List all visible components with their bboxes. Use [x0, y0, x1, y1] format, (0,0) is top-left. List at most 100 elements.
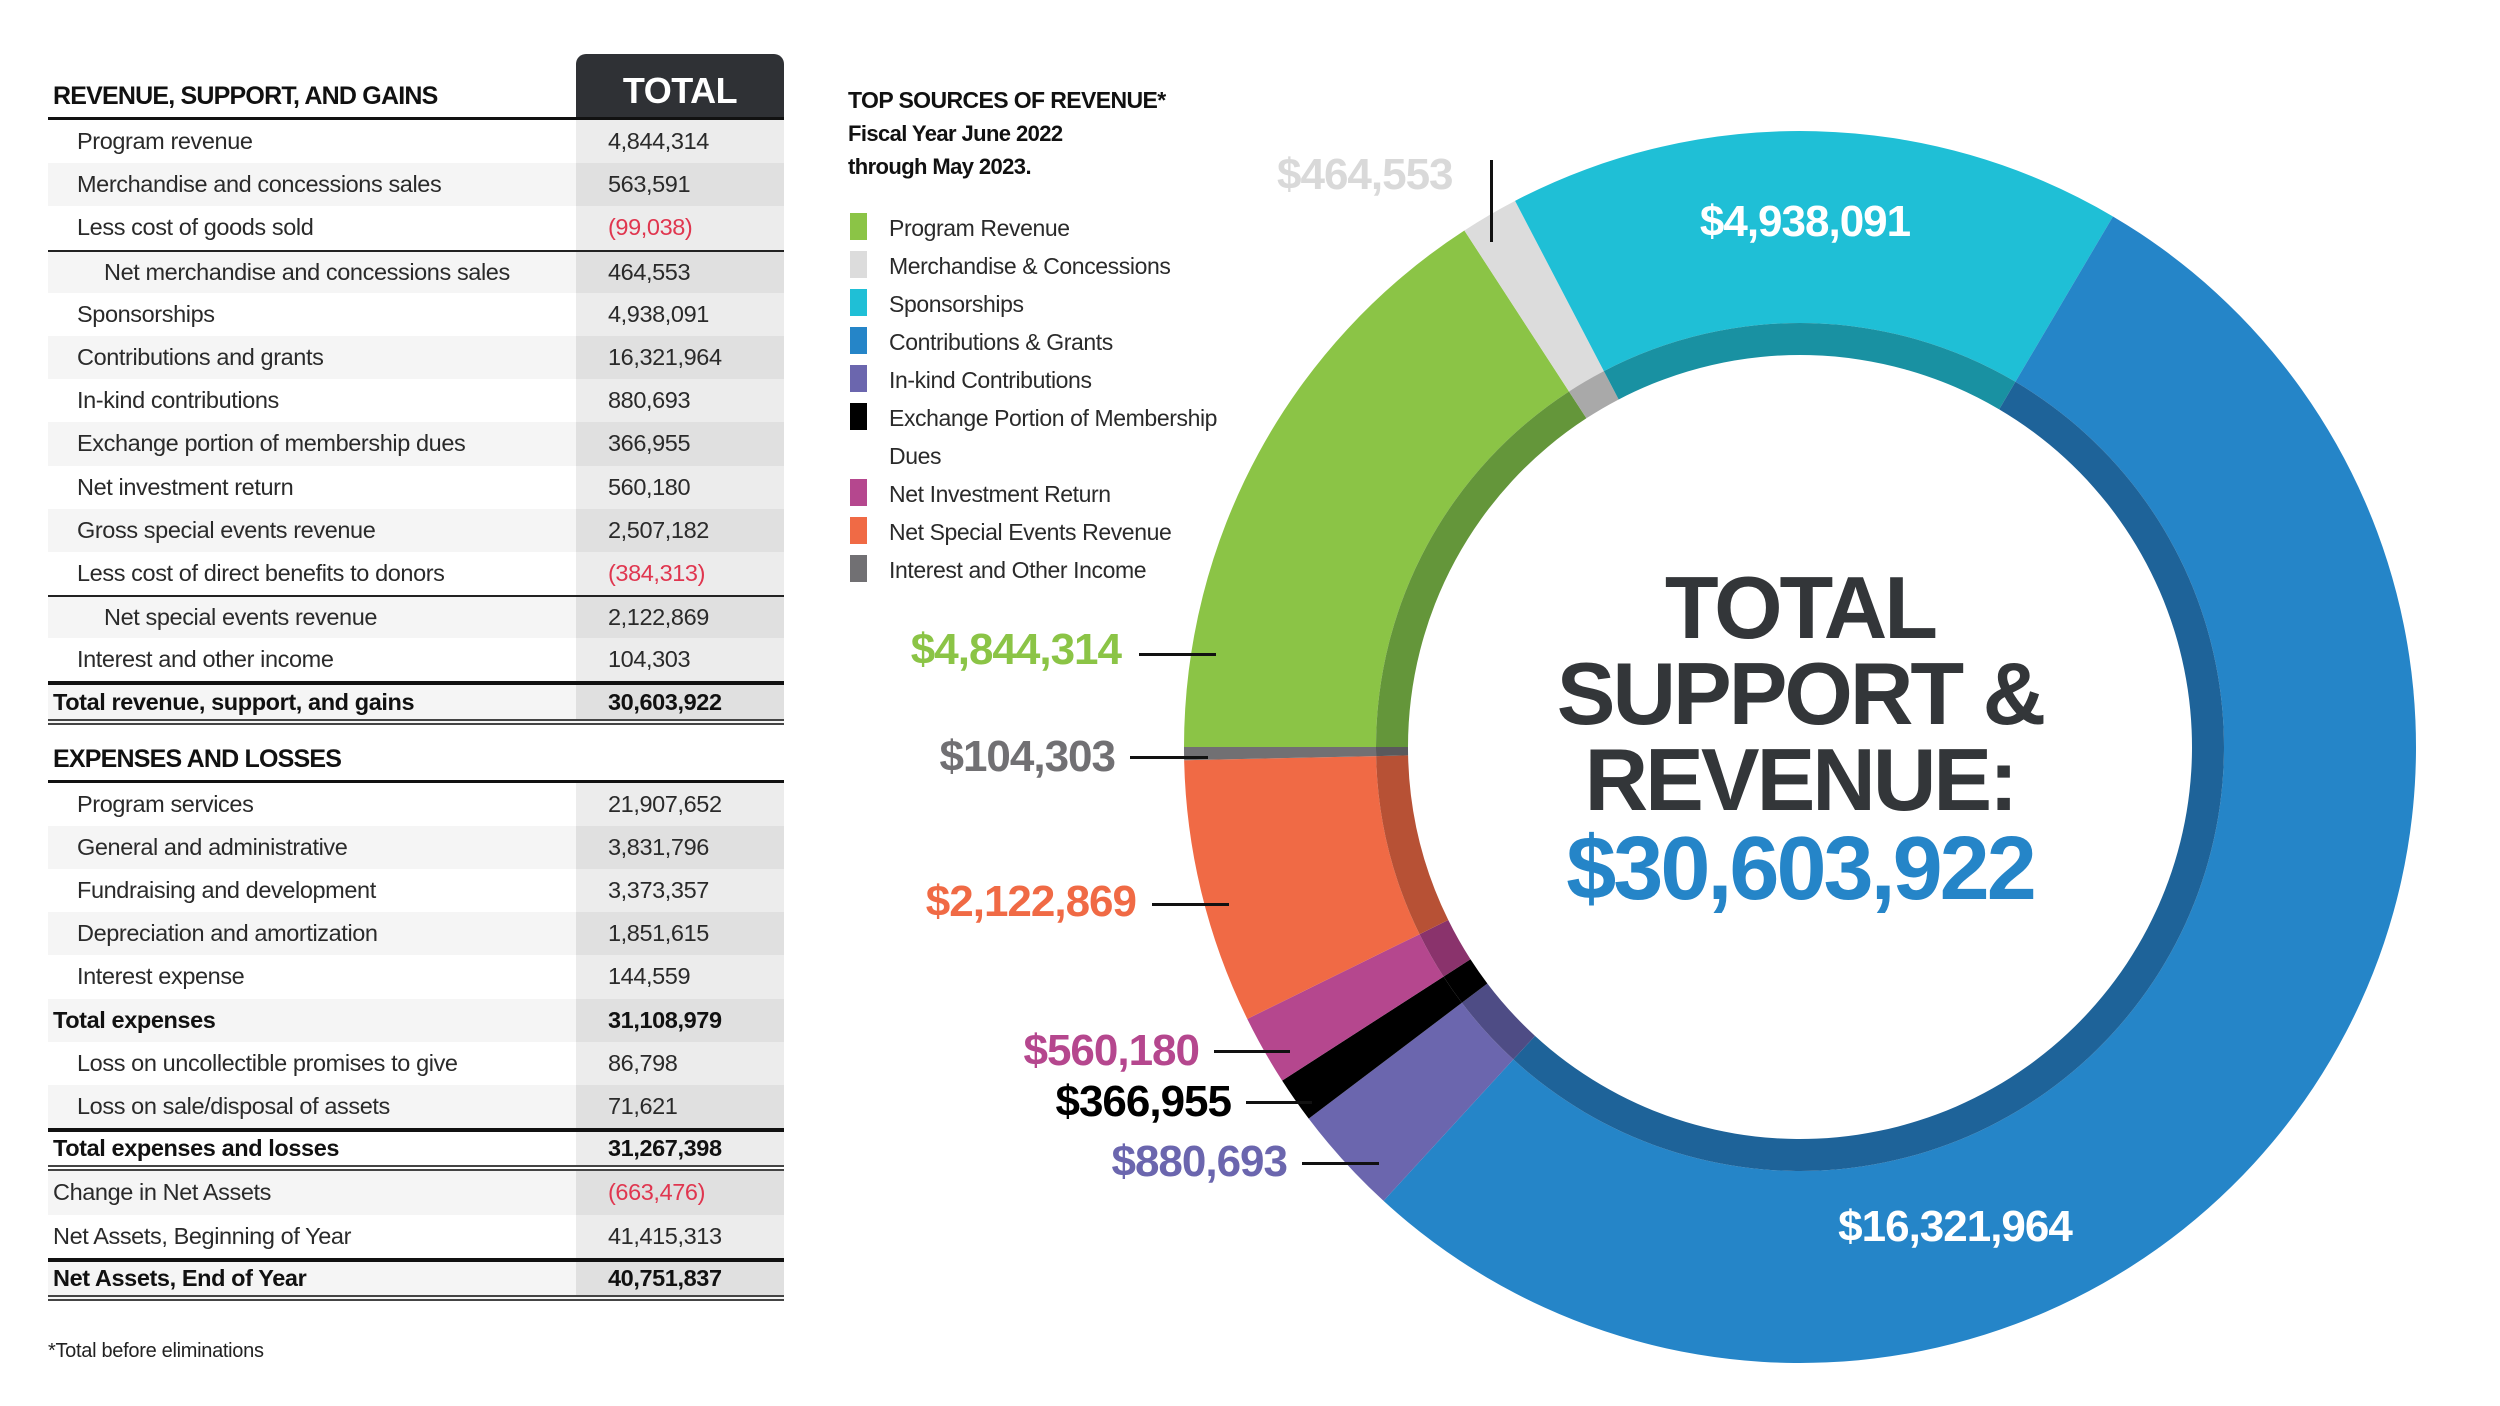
legend-item: Exchange Portion of Membership Dues	[848, 399, 1229, 475]
slice-value-label: $464,553	[1277, 150, 1454, 199]
legend-label: Sponsorships	[889, 291, 1024, 317]
legend-swatch	[850, 327, 867, 354]
row-label: Interest expense	[77, 963, 245, 990]
table-row: Net investment return 560,180	[48, 465, 784, 509]
slice-sponsorships	[1515, 131, 2113, 382]
legend-swatch	[850, 365, 867, 392]
row-value: 464,553	[576, 251, 784, 293]
donut-center-label: TOTAL SUPPORT & REVENUE: $30,603,922	[1500, 558, 2100, 916]
table-row: Merchandise and concessions sales 563,591	[48, 163, 784, 207]
table-row: Depreciation and amortization 1,851,615	[48, 912, 784, 956]
row-value: (384,313)	[576, 551, 784, 596]
slice-contributions-grants	[1383, 216, 2416, 1363]
table-row: Net merchandise and concessions sales 464…	[48, 249, 784, 293]
slice-value-label: $104,303	[939, 732, 1116, 781]
table-row: Program services 21,907,652	[48, 782, 784, 826]
slice-inner-band-net-special-events-revenue	[1376, 755, 1449, 935]
slice-inner-band-sponsorships	[1603, 323, 2016, 410]
table-row: Loss on sale/disposal of assets 71,621	[48, 1084, 784, 1129]
row-label: Net merchandise and concessions sales	[104, 258, 510, 285]
expenses-section-heading: EXPENSES AND LOSSES	[53, 744, 342, 773]
legend-label: Net Investment Return	[889, 481, 1111, 507]
slice-in-kind-contributions	[1308, 1002, 1514, 1201]
expenses-header-row: EXPENSES AND LOSSES	[48, 725, 784, 783]
table-row: Net Assets, End of Year 40,751,837	[48, 1257, 784, 1301]
slice-inner-band-net-investment-return	[1419, 920, 1471, 977]
row-value: 41,415,313	[576, 1214, 784, 1258]
row-value: 31,267,398	[576, 1132, 784, 1166]
row-label: Less cost of goods sold	[77, 214, 314, 241]
row-label: Fundraising and development	[77, 877, 376, 904]
legend-label: Contributions & Grants	[889, 329, 1113, 355]
chart-subtitle-line1: Fiscal Year June 2022	[848, 121, 1063, 146]
legend-swatch	[850, 555, 867, 582]
chart-subtitle-line2: through May 2023.	[848, 154, 1032, 179]
revenue-rows: Program revenue 4,844,314 Merchandise and …	[48, 120, 784, 725]
center-label-line1: TOTAL	[1664, 558, 1938, 657]
leader-line	[1246, 1101, 1312, 1104]
slice-inner-band-merchandise-concessions	[1568, 371, 1619, 419]
legend-list: Program Revenue Merchandise & Concessions…	[848, 209, 1229, 589]
legend-swatch	[850, 479, 867, 506]
center-label-line2: SUPPORT &	[1556, 644, 2046, 743]
row-value: 71,621	[576, 1084, 784, 1129]
slice-value-label: $4,938,091	[1699, 197, 1911, 246]
row-label: Net Assets, Beginning of Year	[53, 1222, 352, 1249]
row-value: (663,476)	[576, 1171, 784, 1215]
row-value: 144,559	[576, 955, 784, 999]
row-value: 30,603,922	[576, 685, 784, 719]
row-label: Total revenue, support, and gains	[53, 688, 415, 715]
table-row: Change in Net Assets (663,476)	[48, 1171, 784, 1215]
row-label: Contributions and grants	[77, 344, 324, 371]
slice-inner-band-program-revenue	[1376, 391, 1587, 747]
row-label: Interest and other income	[77, 646, 334, 673]
row-value: 1,851,615	[576, 912, 784, 956]
slice-exchange-portion-of-membership-dues	[1282, 976, 1462, 1119]
row-value: 2,122,869	[576, 597, 784, 639]
center-label-line3: REVENUE:	[1584, 730, 2019, 829]
row-label: Loss on sale/disposal of assets	[77, 1093, 390, 1120]
row-label: Sponsorships	[77, 300, 215, 327]
legend-swatch	[850, 251, 867, 278]
table-row: General and administrative 3,831,796	[48, 825, 784, 869]
row-label: Total expenses and losses	[53, 1135, 340, 1162]
row-label: Total expenses	[53, 1006, 216, 1033]
leader-line	[1139, 653, 1216, 656]
leader-line	[1214, 1050, 1290, 1053]
slice-net-special-events-revenue	[1184, 756, 1420, 1019]
slice-value-label: $4,844,314	[910, 625, 1122, 674]
expense-rows: Program services 21,907,652 General and ad…	[48, 782, 784, 1301]
total-column-header: TOTAL	[576, 54, 784, 117]
table-row: Sponsorships 4,938,091	[48, 292, 784, 336]
slice-value-label: $16,321,964	[1838, 1202, 2073, 1251]
row-label: Loss on uncollectible promises to give	[77, 1049, 458, 1076]
row-value: 4,938,091	[576, 292, 784, 336]
slice-merchandise-concessions	[1464, 200, 1604, 392]
row-value: 2,507,182	[576, 508, 784, 552]
row-value: 104,303	[576, 638, 784, 682]
slice-inner-band-in-kind-contributions	[1461, 983, 1535, 1060]
table-row: Net special events revenue 2,122,869	[48, 595, 784, 639]
row-label: Gross special events revenue	[77, 516, 376, 543]
leader-line	[1302, 1162, 1379, 1165]
table-row: Contributions and grants 16,321,964	[48, 335, 784, 380]
slice-inner-band-contributions-grants	[1513, 381, 2224, 1171]
table-row: Total expenses and losses 31,267,398	[48, 1128, 784, 1172]
row-label: Change in Net Assets	[53, 1179, 271, 1206]
table-row: Total expenses 31,108,979	[48, 998, 784, 1042]
legend-label: Merchandise & Concessions	[889, 253, 1171, 279]
slice-program-revenue	[1184, 230, 1569, 747]
legend-item: Sponsorships	[848, 285, 1229, 323]
legend-item: Interest and Other Income	[848, 551, 1229, 589]
row-value: 3,373,357	[576, 869, 784, 913]
row-label: Program revenue	[77, 128, 253, 155]
slice-value-label: $880,693	[1111, 1137, 1288, 1186]
legend-swatch	[850, 213, 867, 240]
row-value: (99,038)	[576, 206, 784, 250]
legend-swatch	[850, 403, 867, 430]
legend-item: In-kind Contributions	[848, 361, 1229, 399]
table-row: In-kind contributions 880,693	[48, 379, 784, 423]
table-row: Exchange portion of membership dues 366,9…	[48, 422, 784, 466]
table-row: Gross special events revenue 2,507,182	[48, 508, 784, 552]
